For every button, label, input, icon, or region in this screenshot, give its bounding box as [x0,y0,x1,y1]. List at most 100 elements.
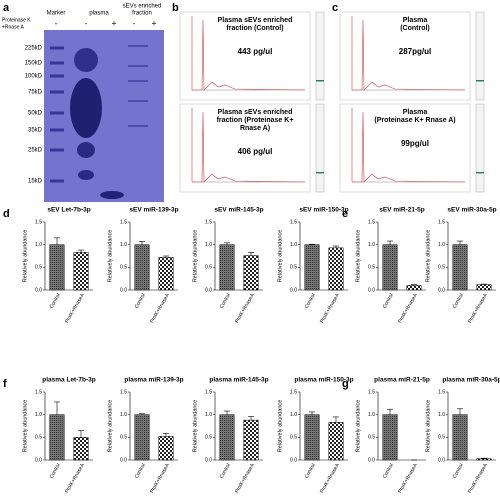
chart-title: plasma miR-139-3p [124,377,183,384]
sev-band [128,100,148,102]
y-axis-label: Relatively abundance [355,400,361,453]
ep-gel-strip [475,11,485,101]
y-axis-label: Relatively abundance [22,400,28,453]
sev-band [128,80,148,82]
y-tick-label: 1.5 [290,219,297,225]
y-tick-label: 1.5 [438,389,445,395]
treatment-sign: + [112,19,117,28]
x-tick-label: ProtK+RnaseA [234,462,256,494]
lane-header: fraction [132,11,152,17]
x-tick-label: ProtK+RnaseA [397,292,419,324]
y-axis-label: Relatively abundance [355,230,361,283]
bar [219,244,235,291]
ep-gel-strip [315,103,325,193]
x-tick-label: Control [219,463,232,480]
y-tick-label: 0.5 [120,265,127,271]
sev-band [128,45,148,47]
y-tick-label: 1.5 [368,219,375,225]
bar [49,244,65,291]
treatment-sign: - [85,19,88,28]
y-tick-label: 1.0 [35,242,42,248]
treatment-sign: - [55,19,58,28]
x-tick-label: ProtK+RnaseA [234,292,256,324]
marker-band [50,74,64,78]
x-tick-label: Control [49,463,62,480]
plasma-band [70,78,102,138]
chart-title: sEV miR-139-3p [129,207,178,214]
y-tick-label: 0.0 [205,287,212,293]
y-tick-label: 0.5 [290,435,297,441]
x-tick-label: Control [304,463,317,480]
chart-title: plasma miR-150-3p [294,377,353,384]
marker-band [50,61,64,65]
ep-title: Plasma [403,109,428,116]
ep-trace [192,111,306,183]
plasma-band [100,191,124,199]
y-tick-label: 1.0 [368,242,375,248]
y-tick-label: 1.5 [120,219,127,225]
ep-concentration: 443 pg/ul [238,47,273,56]
marker-label: 15kD [28,179,43,185]
ep-gel-strip [315,11,325,101]
y-tick-label: 0.0 [438,287,445,293]
y-tick-label: 1.0 [120,242,127,248]
x-tick-label: Control [382,293,395,310]
marker-label: 100kD [25,74,43,80]
x-tick-label: Control [134,463,147,480]
plasma-band [78,170,94,180]
bar [452,244,468,291]
ep-frame [179,11,311,101]
x-tick-label: ProtK+RnaseA [149,292,171,324]
x-tick-label: Control [219,293,232,310]
x-tick-label: Control [304,293,317,310]
chart-title: plasma miR-145-3p [209,377,268,384]
lane-header: Marker [47,11,66,17]
panel-letter: a [3,2,10,14]
ep-frame [339,103,471,193]
marker-label: 50kD [28,111,43,117]
marker-band [50,111,64,115]
panel-letter: e [342,208,348,220]
y-tick-label: 0.0 [438,457,445,463]
y-tick-label: 0.0 [35,287,42,293]
ep-concentration: 99pg/ul [401,139,429,148]
y-tick-label: 0.5 [438,265,445,271]
plasma-band [77,142,95,158]
x-tick-label: ProtK+RnaseA [64,292,86,324]
marker-label: 75kD [28,90,43,96]
marker-band [50,90,64,94]
y-tick-label: 1.5 [205,219,212,225]
y-axis-label: Relatively abundance [425,230,431,283]
bar [476,284,492,291]
y-tick-label: 0.0 [120,287,127,293]
ep-title: Rnase A) [240,125,270,132]
chart-title: plasma miR-21-5p [374,377,430,384]
panel-letter: f [3,378,7,390]
ep-title: Plasma sEVs enriched [218,109,293,116]
y-tick-label: 1.5 [438,219,445,225]
marker-label: 35kD [28,128,43,134]
y-axis-label: Relatively abundance [107,400,113,453]
bar [304,244,320,291]
y-tick-label: 1.0 [205,242,212,248]
y-tick-label: 0.0 [35,457,42,463]
marker-label: 150kD [25,61,43,67]
y-tick-label: 0.5 [205,265,212,271]
bar [328,247,344,291]
y-tick-label: 0.0 [290,457,297,463]
ep-gel-band [316,80,324,82]
chart-title: plasma Let-7b-3p [42,377,95,384]
y-axis-label: Relatively abundance [192,400,198,453]
y-tick-label: 1.5 [290,389,297,395]
bar [452,414,468,461]
treatment-sign: - [133,19,136,28]
ep-trace [192,19,306,91]
y-tick-label: 0.5 [438,435,445,441]
ep-title: Plasma sEVs enriched [218,17,293,24]
ep-concentration: 287pg/ul [399,47,431,56]
x-tick-label: ProtK+RnaseA [397,462,419,494]
panel-letter: g [342,378,349,390]
y-tick-label: 1.0 [290,242,297,248]
bar [406,285,422,291]
